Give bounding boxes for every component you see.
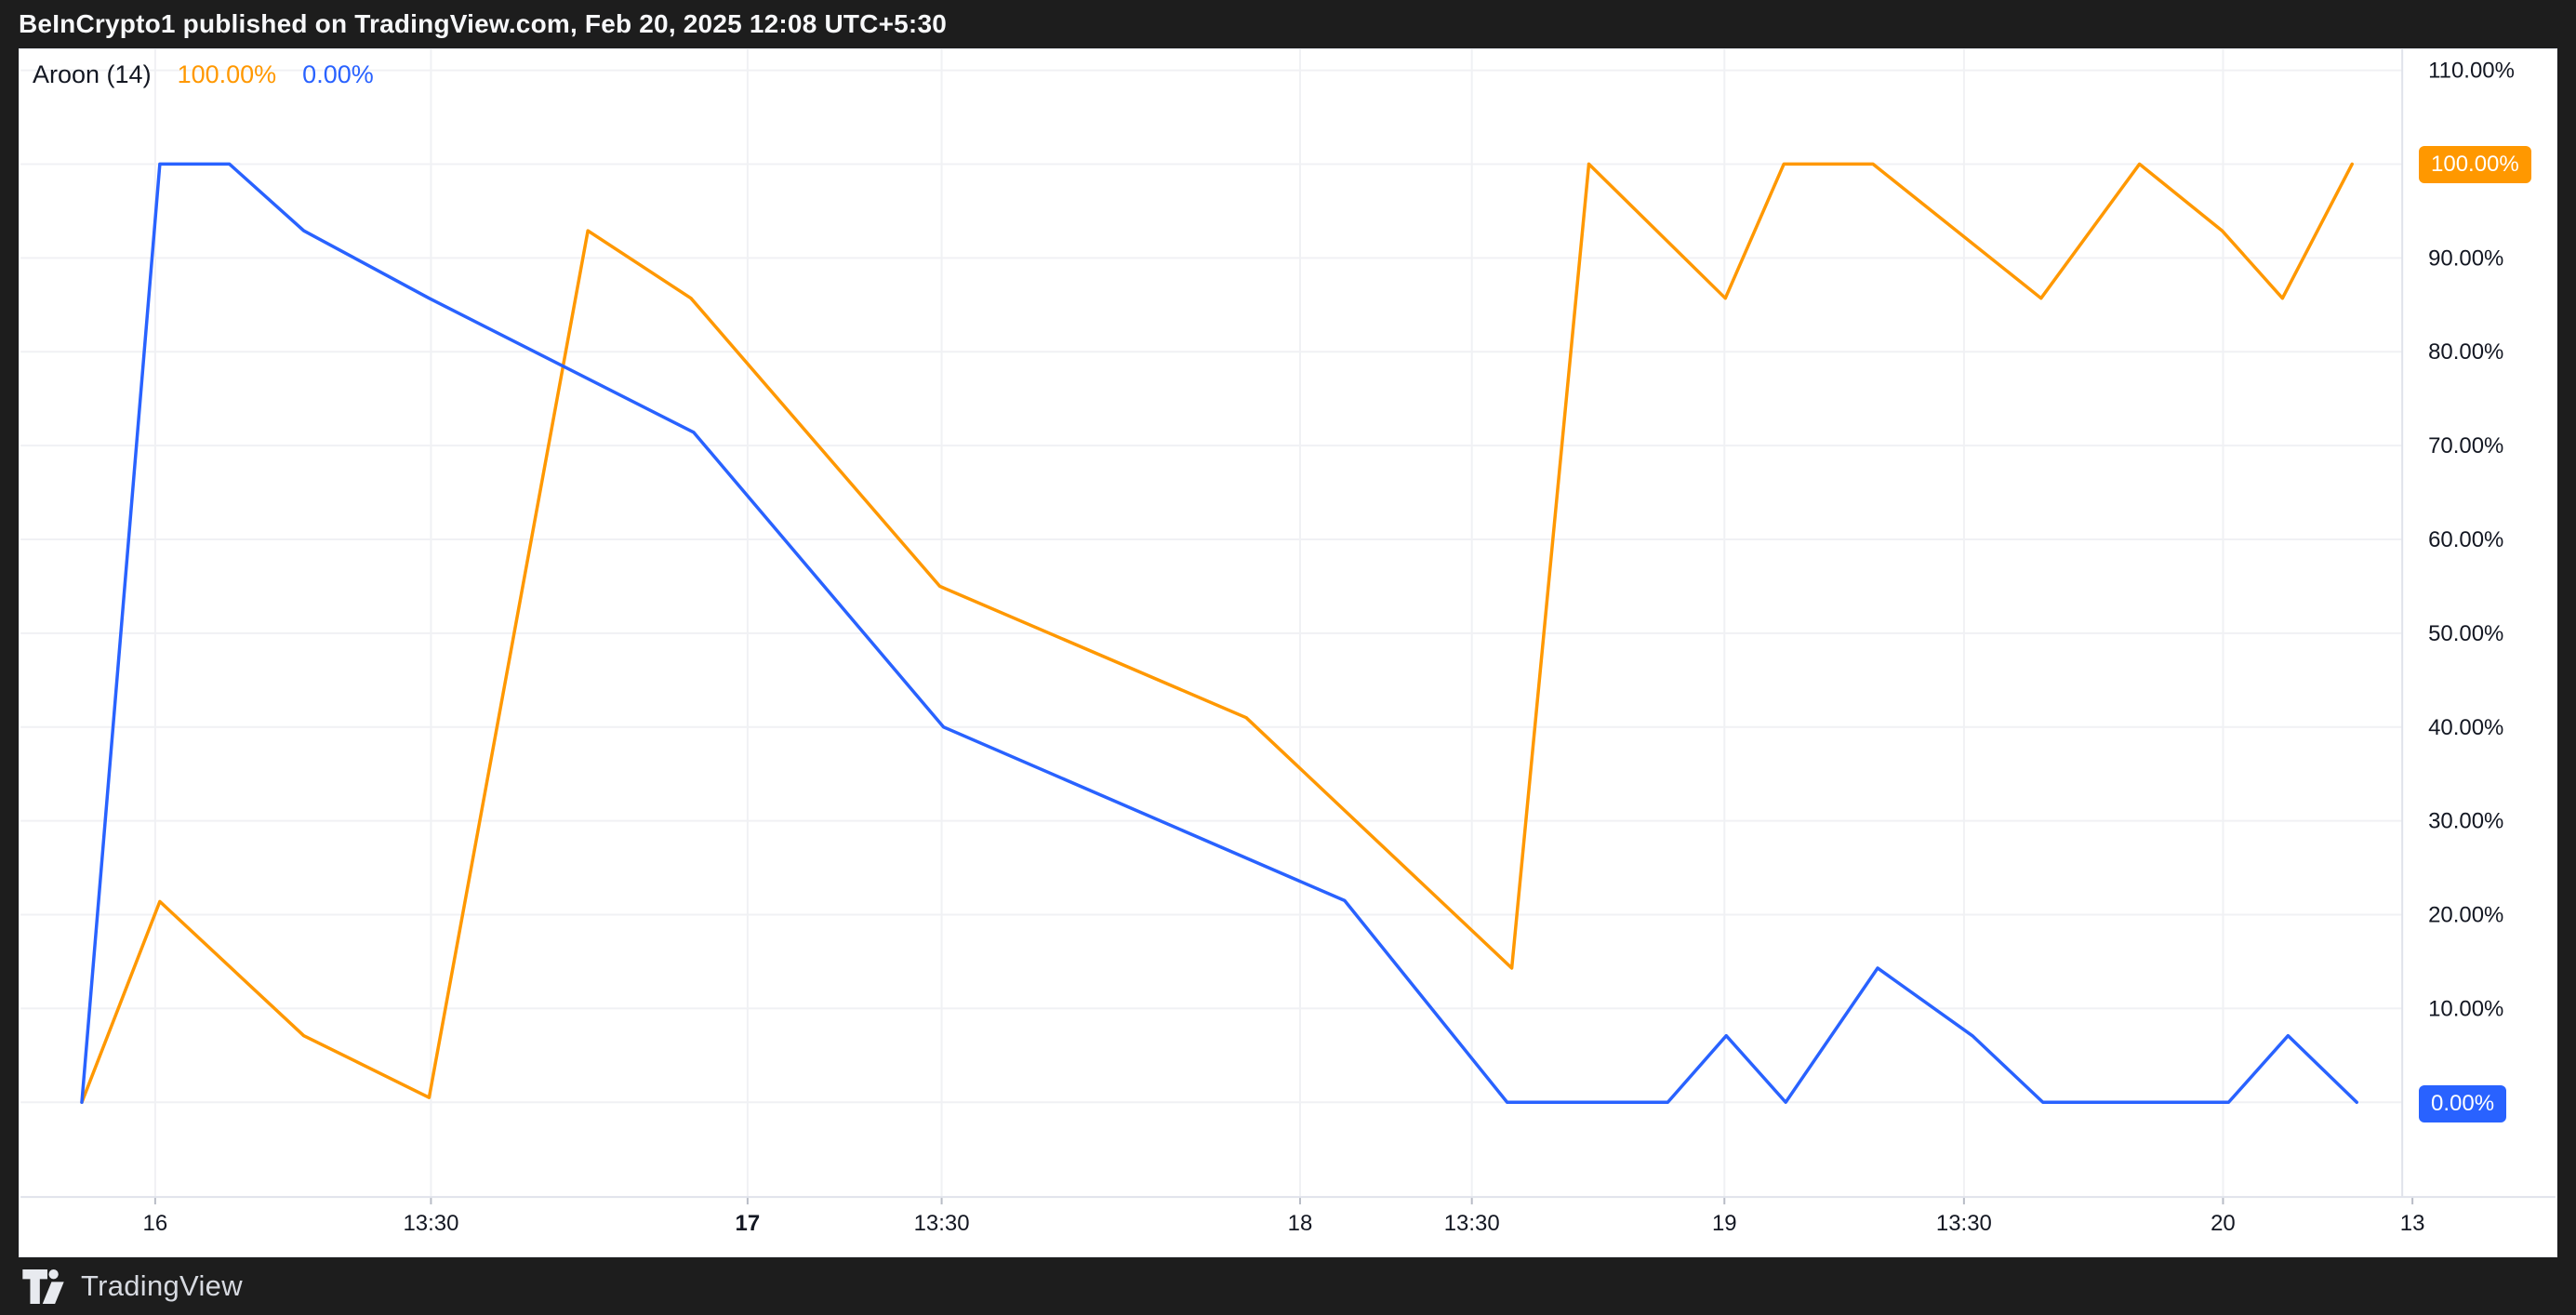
tradingview-brand-text: TradingView	[81, 1269, 243, 1302]
header-bar: BeInCrypto1 published on TradingView.com…	[0, 0, 2576, 48]
price-label-aroon-down: 0.00%	[2419, 1085, 2507, 1122]
v-gridlines	[153, 49, 2414, 1205]
svg-text:80.00%: 80.00%	[2428, 339, 2503, 365]
svg-text:17: 17	[736, 1211, 761, 1236]
axis-borders	[20, 49, 2556, 1199]
svg-text:20.00%: 20.00%	[2428, 902, 2503, 927]
svg-text:13:30: 13:30	[1936, 1211, 1992, 1236]
x-axis-labels[interactable]: 16 13:30 17 13:30 18 13:30 19 13:30 20 13	[143, 1211, 2425, 1236]
aroon-up-value: 100.00%	[177, 60, 277, 88]
y-axis-labels[interactable]: 110.00% 90.00% 80.00% 70.00% 60.00% 50.00% 40.…	[2428, 59, 2515, 1022]
svg-text:20: 20	[2211, 1211, 2236, 1236]
svg-text:10.00%: 10.00%	[2428, 996, 2503, 1021]
series-aroon-up	[80, 162, 2354, 1105]
series-aroon-down	[80, 162, 2358, 1105]
svg-text:18: 18	[1288, 1211, 1313, 1236]
indicator-legend: Aroon (14) 100.00% 0.00%	[33, 60, 374, 89]
tradingview-logo-icon[interactable]	[22, 1269, 67, 1304]
indicator-title: Aroon (14)	[33, 60, 152, 88]
svg-text:13:30: 13:30	[914, 1211, 970, 1236]
aroon-down-value: 0.00%	[302, 60, 374, 88]
aroon-chart-plot[interactable]: 110.00% 90.00% 80.00% 70.00% 60.00% 50.00% 40.…	[20, 49, 2556, 1256]
svg-text:110.00%: 110.00%	[2428, 59, 2515, 84]
svg-text:50.00%: 50.00%	[2428, 621, 2503, 646]
publish-caption: BeInCrypto1 published on TradingView.com…	[19, 9, 947, 38]
svg-text:40.00%: 40.00%	[2428, 715, 2503, 740]
price-label-aroon-up: 100.00%	[2419, 145, 2531, 183]
chart-card: 110.00% 90.00% 80.00% 70.00% 60.00% 50.00% 40.…	[19, 48, 2557, 1257]
footer-bar: TradingView	[0, 1257, 2576, 1315]
svg-text:13:30: 13:30	[1444, 1211, 1500, 1236]
svg-text:19: 19	[1712, 1211, 1737, 1236]
svg-text:13:30: 13:30	[403, 1211, 458, 1236]
svg-text:13: 13	[2400, 1211, 2425, 1236]
h-gridlines	[20, 69, 2403, 1104]
svg-text:16: 16	[143, 1211, 168, 1236]
svg-text:30.00%: 30.00%	[2428, 809, 2503, 834]
svg-text:90.00%: 90.00%	[2428, 246, 2503, 271]
svg-text:70.00%: 70.00%	[2428, 433, 2503, 458]
svg-text:60.00%: 60.00%	[2428, 527, 2503, 552]
